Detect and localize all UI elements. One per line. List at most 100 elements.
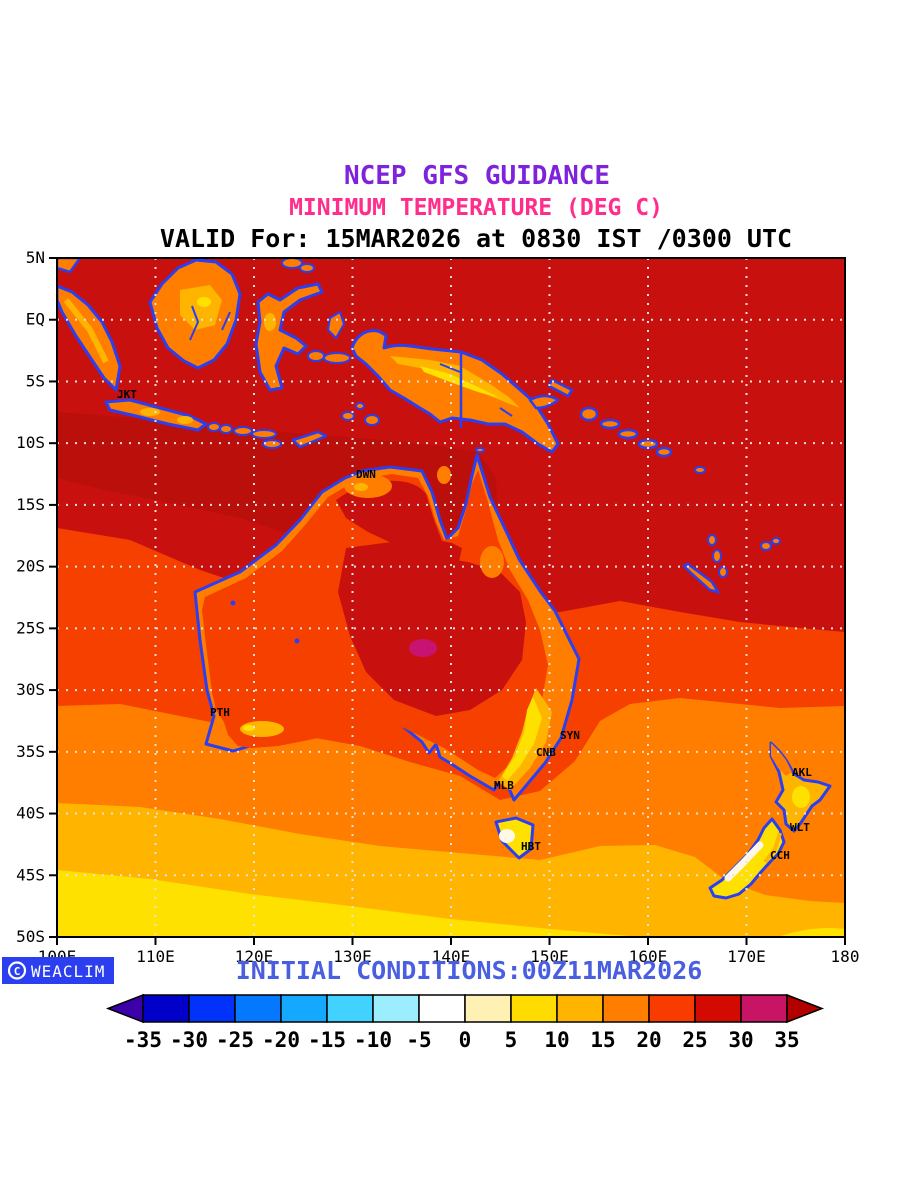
darwin-coastal-orange (344, 474, 392, 498)
x-axis-label: 150E (530, 947, 569, 966)
y-axis-label: 50S (16, 927, 45, 946)
x-axis-label: 130E (333, 947, 372, 966)
y-axis-label: 35S (16, 742, 45, 761)
java-highlands (177, 416, 193, 424)
colorbar-tick-label: 15 (590, 1028, 615, 1052)
colorbar-tick-label: -15 (308, 1028, 346, 1052)
borneo-river (221, 311, 231, 331)
city-labels: JKT DWN PTH SYN CNB MLB HBT AKL WLT CCH (117, 388, 812, 862)
sulawesi (254, 282, 324, 392)
copyright-circle-icon (7, 961, 27, 980)
small-island (355, 402, 365, 410)
y-axis-label: 45S (16, 865, 45, 884)
solomon-island (637, 438, 659, 450)
colorbar-segment (188, 994, 236, 1023)
great-dividing-range-yellow (502, 697, 542, 781)
small-island (233, 426, 253, 436)
y-axis-label: 15S (16, 495, 45, 514)
borneo-river (189, 305, 199, 341)
x-axis-label: 110E (136, 947, 175, 966)
colorbar-segment (694, 994, 742, 1023)
colorbar-segment (326, 994, 374, 1023)
nz-north-island-yellow (792, 786, 810, 808)
torres-island (475, 447, 485, 453)
city-label-wlt: WLT (790, 821, 810, 834)
colorbar-segment (740, 994, 788, 1023)
y-axis-label: 40S (16, 804, 45, 823)
darwin-amber-patch (354, 483, 368, 491)
x-axis-label: 160E (629, 947, 668, 966)
city-label-cnb: CNB (536, 746, 556, 759)
new-caledonia (681, 562, 721, 594)
colorbar-tick-label: -5 (406, 1028, 431, 1052)
y-axis-label: 25S (16, 618, 45, 637)
salt-lake (294, 638, 300, 644)
colorbar-segment (510, 994, 558, 1023)
temperature-colorbar: -35 -30 -25 -20 -15 -10 -5 0 5 10 15 20 25 30 35 (105, 993, 825, 1052)
y-axis-label: 5N (26, 248, 45, 267)
small-island (251, 429, 277, 439)
title-valid-time: VALID For: 15MAR2026 at 0830 IST /0300 U… (160, 224, 792, 253)
australia (193, 453, 581, 860)
vanuatu-island (707, 534, 717, 546)
x-axis-label: 170E (727, 947, 766, 966)
australia-central-hot-region (338, 542, 526, 716)
new-zealand (708, 741, 832, 900)
cape-york-orange-patch (437, 466, 451, 484)
colorbar-tick-label: -30 (170, 1028, 208, 1052)
southwest-amber-patch (240, 721, 284, 737)
y-axis-label: EQ (26, 310, 45, 329)
city-label-jkt: JKT (117, 388, 137, 401)
city-label-mlb: MLB (494, 779, 514, 792)
small-island (207, 422, 221, 432)
sulawesi-highlands (264, 313, 276, 331)
colorbar-segment (234, 994, 282, 1023)
colorbar-tick-label: -20 (262, 1028, 300, 1052)
colorbar-tick-label: 5 (505, 1028, 518, 1052)
band-5-10 (57, 870, 640, 937)
colorbar-tick-label: -10 (354, 1028, 392, 1052)
colorbar-segment (602, 994, 650, 1023)
colorbar-tick-label: -25 (216, 1028, 254, 1052)
small-island (307, 350, 325, 362)
small-island (299, 263, 315, 273)
colorbar-segment (464, 994, 512, 1023)
nz-northland-orange (771, 743, 792, 776)
colorbar-right-arrow (786, 993, 825, 1024)
fiji-island (760, 541, 772, 551)
y-axis-label: 10S (16, 433, 45, 452)
queensland-orange-patch (480, 546, 504, 578)
city-label-syn: SYN (560, 729, 580, 742)
new-britain (528, 394, 560, 410)
colorbar-tick-label: 35 (774, 1028, 799, 1052)
bougainville (579, 406, 599, 422)
river (499, 407, 513, 417)
australia-hottest-spot-30-35 (409, 639, 437, 657)
southern-alps-cream (724, 841, 764, 882)
title-variable: MINIMUM TEMPERATURE (DEG C) (289, 195, 663, 221)
colorbar-segment (372, 994, 420, 1023)
solomon-island (599, 418, 621, 430)
map-plot-area: JKT DWN PTH SYN CNB MLB HBT AKL WLT CCH (57, 258, 845, 937)
new-guinea (350, 329, 574, 454)
colorbar-segment (418, 994, 466, 1023)
solomon-island (655, 446, 673, 458)
band-5-10-notch (778, 928, 845, 937)
indonesia-islands (57, 258, 380, 449)
new-guinea-highlands (390, 356, 520, 408)
small-island (694, 466, 706, 474)
colorbar-segment (556, 994, 604, 1023)
city-label-akl: AKL (792, 766, 812, 779)
footer: C WEACLIM INITIAL CONDITIONS:00Z11MAR202… (2, 956, 702, 985)
title-model: NCEP GFS GUIDANCE (344, 161, 610, 191)
colorbar-segment (280, 994, 328, 1023)
small-island (262, 439, 282, 449)
small-island (323, 352, 351, 364)
initial-conditions-text: INITIAL CONDITIONS:00Z11MAR2026 (236, 956, 703, 985)
vanuatu-island (712, 549, 722, 563)
colorbar-left-arrow (105, 993, 144, 1024)
x-axis-label: 180 (831, 947, 860, 966)
weaclim-logo (2, 957, 114, 984)
solomon-island (617, 428, 639, 440)
